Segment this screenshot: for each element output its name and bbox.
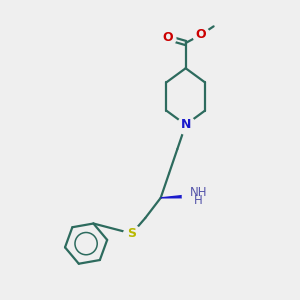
Text: O: O xyxy=(162,31,172,44)
Polygon shape xyxy=(161,195,188,198)
Text: O: O xyxy=(196,28,206,41)
Text: H: H xyxy=(194,194,203,207)
Text: NH: NH xyxy=(190,186,207,199)
Text: S: S xyxy=(128,227,136,240)
Text: N: N xyxy=(181,118,191,131)
